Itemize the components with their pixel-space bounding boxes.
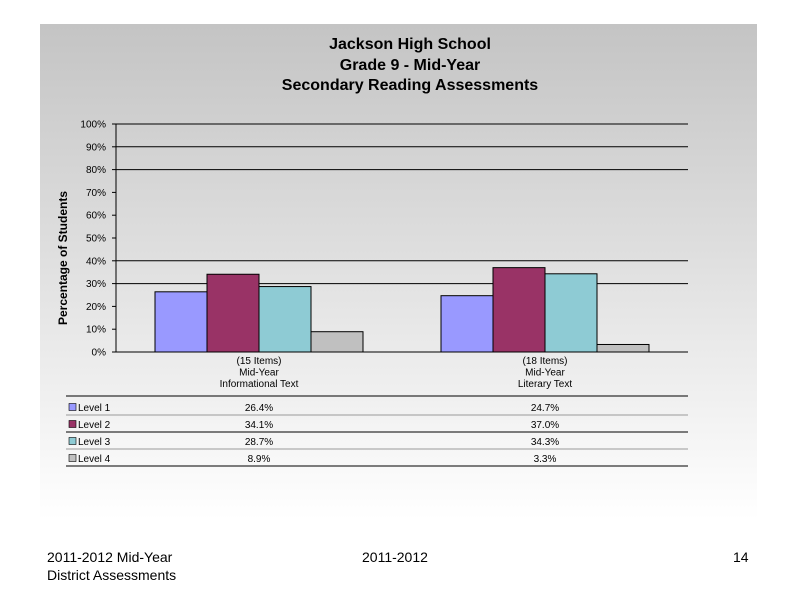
legend-label-level-3: Level 3 [78, 437, 111, 448]
category-label: (15 Items) [236, 356, 281, 367]
data-label: 37.0% [531, 420, 559, 431]
y-tick-label: 0% [92, 348, 107, 359]
bar-level-1-cat1 [154, 291, 208, 353]
bar-level-4-cat2 [596, 343, 650, 353]
bar-level-1-cat2 [440, 295, 494, 353]
category-label: Mid-Year [525, 368, 565, 379]
legend-swatch-level-2 [68, 420, 77, 428]
legend-swatch-level-4 [68, 454, 77, 462]
footer-subtitle: District Assessments [47, 567, 177, 583]
legend-label-level-2: Level 2 [78, 420, 111, 431]
data-label: 24.7% [531, 403, 559, 414]
legend-swatch-level-3 [68, 437, 77, 445]
bar-level-3-cat2 [544, 273, 598, 353]
chart-title-line-3: Secondary Reading Assessments [281, 77, 539, 94]
legend-swatch-level-1 [68, 403, 77, 411]
y-tick-label: 70% [86, 188, 106, 199]
chart-title-line-1: Jackson High School [329, 36, 491, 53]
footer-center-year: 2011-2012 [362, 549, 428, 565]
y-tick-label: 60% [86, 211, 106, 222]
y-tick-label: 40% [86, 256, 106, 267]
y-tick-label: 100% [80, 120, 106, 131]
data-label: 34.1% [245, 420, 273, 431]
data-label: 3.3% [534, 454, 557, 465]
category-label: Literary Text [518, 379, 573, 390]
bar-level-2-cat1 [206, 273, 260, 353]
y-axis-title: Percentage of Students [56, 191, 70, 325]
y-tick-label: 20% [86, 302, 106, 313]
y-tick-label: 80% [86, 165, 106, 176]
slide-panel [40, 24, 757, 520]
legend-label-level-4: Level 4 [78, 454, 111, 465]
category-label: Mid-Year [239, 368, 279, 379]
footer-term: 2011-2012 Mid-Year [47, 549, 173, 565]
y-tick-label: 10% [86, 325, 106, 336]
data-label: 34.3% [531, 437, 559, 448]
legend-label-level-1: Level 1 [78, 403, 111, 414]
chart-title-line-2: Grade 9 - Mid-Year [339, 57, 481, 74]
category-label: (18 Items) [522, 356, 567, 367]
bar-level-2-cat2 [492, 267, 546, 353]
y-tick-label: 30% [86, 279, 106, 290]
page-number: 14 [733, 549, 749, 565]
y-tick-label: 90% [86, 142, 106, 153]
y-tick-label: 50% [86, 234, 106, 245]
bar-level-3-cat1 [258, 286, 312, 353]
data-label: 26.4% [245, 403, 273, 414]
bar-level-4-cat1 [310, 331, 364, 353]
data-label: 28.7% [245, 437, 273, 448]
data-label: 8.9% [248, 454, 271, 465]
category-label: Informational Text [220, 379, 299, 390]
